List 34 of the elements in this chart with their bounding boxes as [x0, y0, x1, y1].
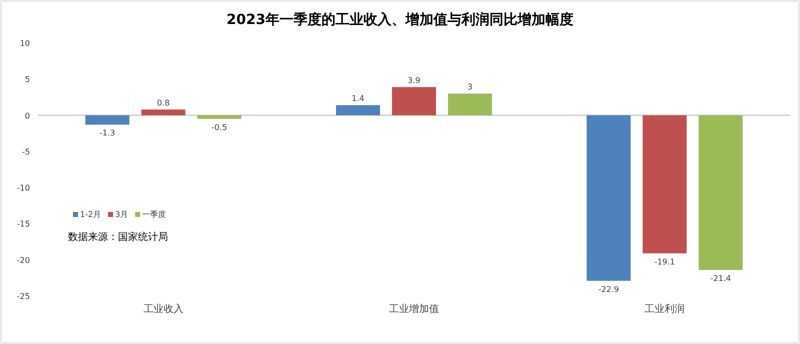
data-label: -1.3	[100, 128, 116, 138]
data-label: -0.5	[212, 122, 228, 132]
data-label: 3	[467, 82, 473, 92]
bar	[336, 105, 380, 116]
data-label: -21.4	[710, 274, 732, 283]
data-label: -19.1	[654, 257, 676, 266]
x-tick-label: 工业收入	[143, 303, 184, 315]
y-tick-label: 10	[20, 39, 30, 48]
y-tick-label: 5	[24, 75, 30, 84]
x-tick-label: 工业增加值	[389, 303, 439, 315]
bar	[392, 87, 436, 116]
bar	[141, 110, 186, 116]
x-tick-label: 工业利润	[644, 303, 685, 315]
y-tick-label: -5	[22, 147, 30, 156]
bar	[85, 115, 130, 125]
chart-title: 2023年一季度的工业收入、增加值与利润同比增加幅度	[226, 11, 574, 28]
bar	[448, 94, 492, 116]
y-tick-label: -25	[16, 292, 30, 301]
bar	[586, 115, 631, 281]
y-tick-label: -20	[16, 256, 30, 265]
bar	[642, 115, 687, 254]
bar	[197, 115, 242, 119]
data-label: 0.8	[156, 98, 170, 108]
y-tick-label: -15	[16, 220, 30, 229]
legend-label: 1-2月	[80, 210, 102, 219]
y-tick-label: -10	[16, 184, 30, 193]
bar	[698, 115, 743, 270]
data-label: -22.9	[598, 284, 620, 294]
y-tick-label: 0	[24, 111, 30, 120]
annotation: 数据来源：国家统计局	[68, 231, 168, 243]
legend-label: 3月	[115, 210, 128, 219]
data-label: 1.4	[352, 94, 364, 104]
legend-label: 一季度	[142, 210, 166, 219]
data-label: 3.9	[408, 76, 420, 86]
